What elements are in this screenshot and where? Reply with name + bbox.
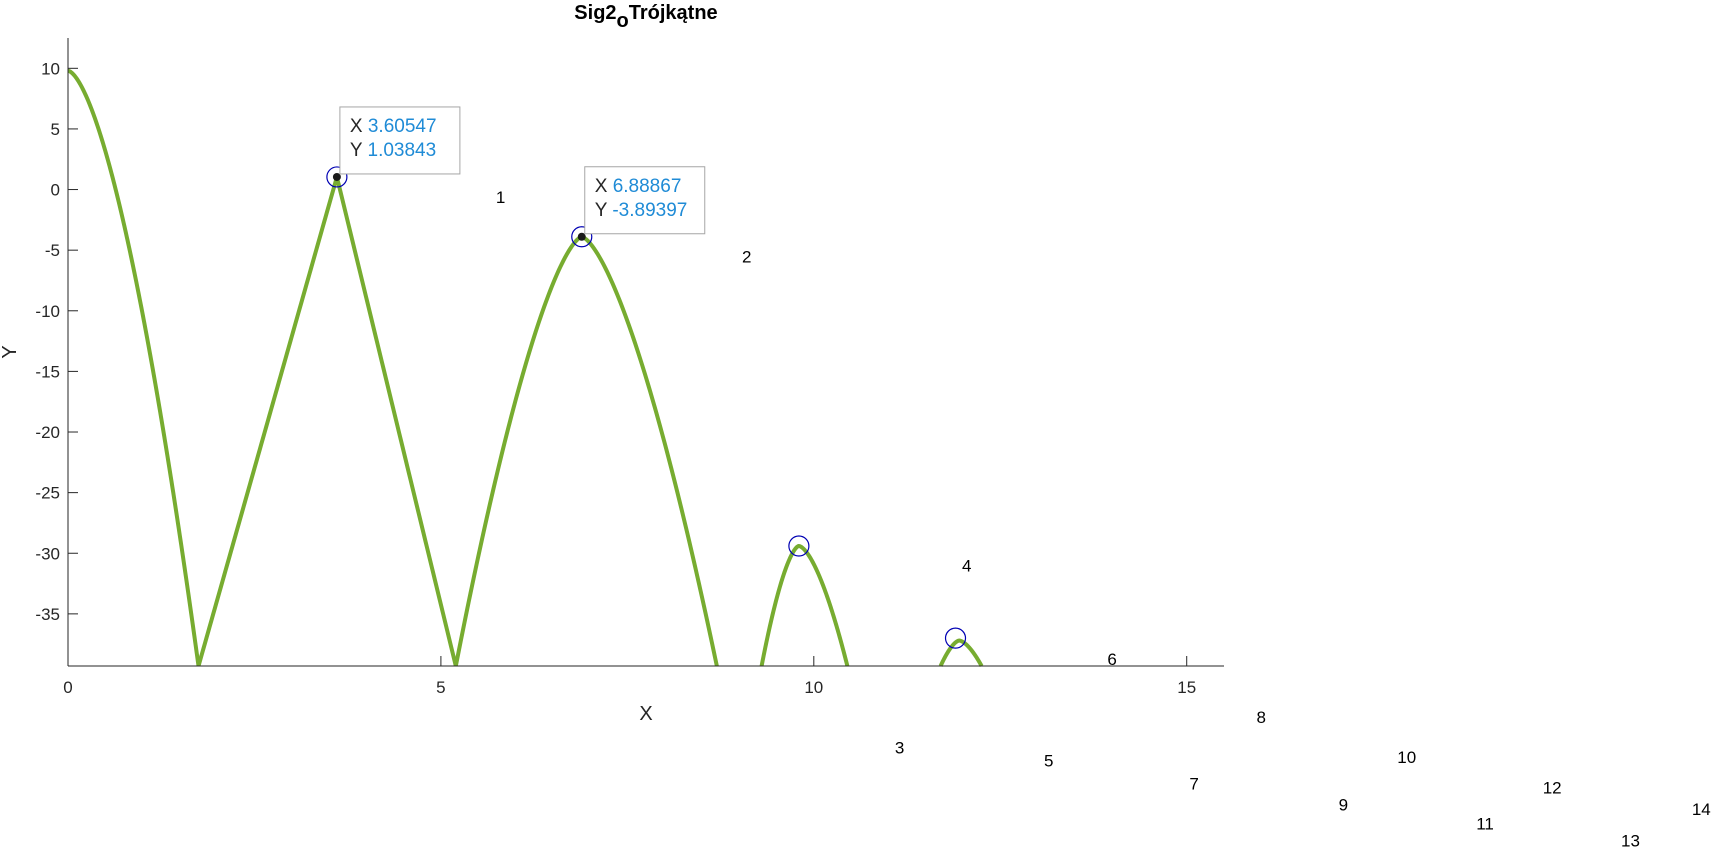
peak-marker (571, 226, 593, 248)
y-tick-label: 5 (51, 120, 60, 139)
annotation-label: 2 (742, 247, 751, 266)
x-tick-label: 0 (63, 678, 72, 697)
y-tick-label: -10 (35, 302, 60, 321)
datatip-box[interactable] (339, 106, 461, 175)
chart-title-rest: Trójkątne (629, 2, 718, 24)
y-tick-label: 0 (51, 181, 60, 200)
y-tick-label: -30 (35, 544, 60, 563)
y-tick-label: -20 (35, 423, 60, 442)
annotation-label: 4 (962, 556, 971, 575)
datatip-y-value: -3.89397 (612, 200, 687, 221)
datatip-y-value: 1.03843 (368, 140, 437, 161)
datatip-x-row: X 6.88867 (595, 176, 682, 197)
datatip-x-value: 6.88867 (613, 176, 682, 197)
chart-title-subscript: o (617, 10, 629, 32)
curve-lobe (759, 544, 850, 667)
chart-title-main: Sig2 (574, 2, 616, 24)
peak-marker (944, 627, 967, 649)
annotation-label: 13 (1621, 832, 1640, 851)
x-ticks: 0 5 10 15 (63, 656, 1196, 697)
datatip-x-key: X (350, 116, 368, 137)
marker-layer (326, 166, 967, 649)
curve-lobe (66, 68, 201, 667)
curve-layer (66, 68, 984, 668)
x-tick-label: 10 (804, 678, 823, 697)
datatip-x-value: 3.60547 (368, 116, 437, 137)
annotation-label: 6 (1107, 650, 1116, 669)
datatip-y-row: Y 1.03843 (350, 140, 436, 161)
y-axis-label: Y (0, 345, 21, 358)
annotation-label: 3 (895, 738, 904, 757)
datatip-y-key: Y (350, 140, 368, 161)
curve-lobe (938, 638, 984, 668)
y-tick-label: 10 (41, 59, 60, 78)
x-axis-label: X (639, 703, 652, 725)
y-tick-label: -15 (35, 362, 60, 381)
annotation-label: 1 (496, 188, 505, 207)
curve-lobe (453, 234, 719, 667)
annotation-label: 5 (1044, 752, 1053, 771)
y-tick-label: -25 (35, 484, 60, 503)
y-ticks: 10 5 0 -5 -10 -15 -20 -25 -30 -35 (35, 59, 78, 624)
peak-marker (326, 166, 348, 188)
y-tick-label: -5 (45, 241, 60, 260)
annotation-label: 14 (1692, 800, 1711, 819)
peak-marker (788, 535, 810, 557)
datatip-y-row: Y -3.89397 (595, 200, 688, 221)
x-tick-label: 15 (1177, 678, 1196, 697)
annotation-label: 8 (1257, 708, 1266, 727)
annotation-label: 7 (1189, 775, 1198, 794)
curve-lobe (196, 175, 458, 667)
datatip-y-key: Y (595, 200, 613, 221)
annotation-label: 12 (1543, 778, 1562, 797)
datatip-point[interactable] (577, 232, 586, 241)
datatip-box[interactable] (584, 166, 706, 235)
chart-title: Sig2oTrójkątne (574, 2, 717, 32)
datatip-x-row: X 3.60547 (350, 116, 437, 137)
datatip-x-key: X (595, 176, 613, 197)
annotation-label: 10 (1397, 748, 1416, 767)
annotation-label: 9 (1339, 795, 1348, 814)
x-tick-label: 5 (436, 678, 445, 697)
annotation-label: 11 (1476, 815, 1494, 834)
datatip-point[interactable] (332, 172, 341, 181)
y-tick-label: -35 (35, 605, 60, 624)
